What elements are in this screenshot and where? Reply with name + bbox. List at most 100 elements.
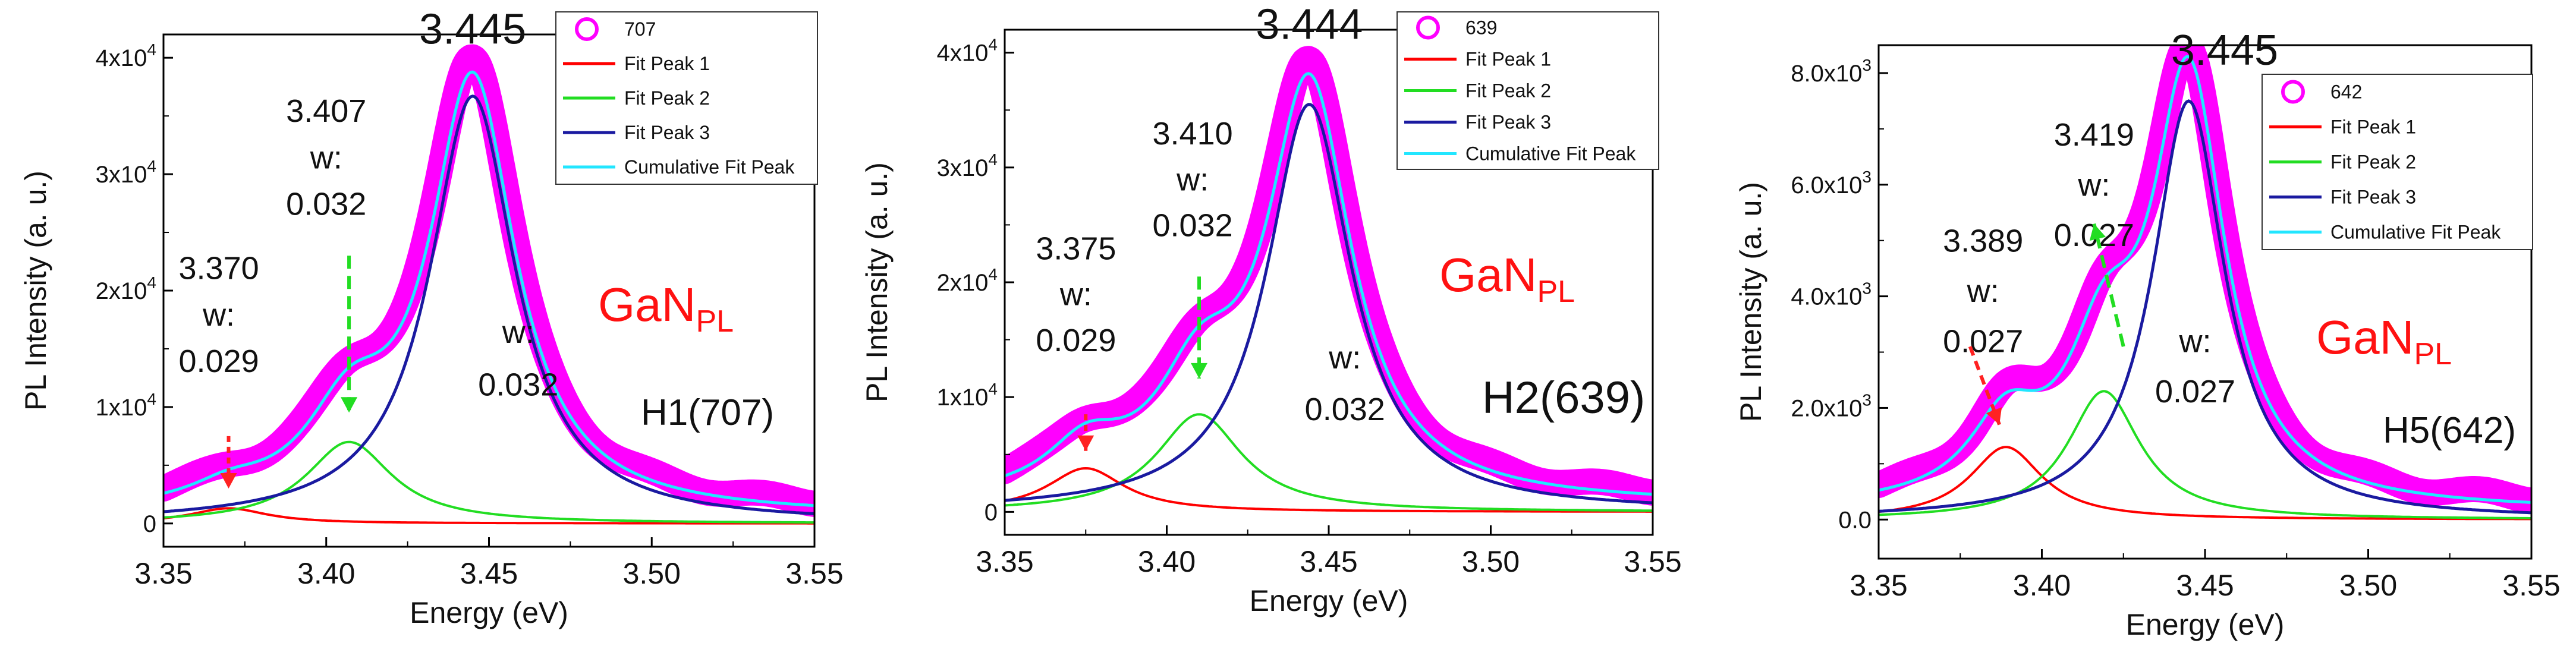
plot-area [163,44,814,525]
fit-peak-2-line [1879,390,2531,519]
legend-entry: Fit Peak 3 [1465,112,1551,133]
peak-annotation: 0.027 [1943,324,2023,360]
y-tick-exponent: 3 [1862,168,1872,186]
y-tick-label: 2.0x103 [1791,390,1872,421]
peak-annotation: 0.032 [478,367,558,402]
peak-annotation: 3.445 [2171,27,2278,74]
y-tick-base: 0.0 [1838,507,1872,533]
y-tick-label: 0 [985,499,998,525]
x-axis-label: Energy (eV) [410,596,568,629]
peak-annotation: w: [2077,168,2110,203]
y-tick-base: 2.0x10 [1791,395,1862,421]
peak-annotation: w: [310,140,342,175]
peak-annotation: 0.029 [1036,323,1116,358]
peak-annotation: 0.032 [1305,392,1385,427]
y-tick-label: 2x104 [96,273,156,304]
y-tick-base: 3x10 [937,155,989,181]
peak-annotation: 0.027 [2155,374,2235,409]
x-tick-label: 3.35 [976,545,1033,578]
peak-annotation: w: [1059,277,1092,313]
y-tick-label: 4.0x103 [1791,279,1872,310]
y-tick-exponent: 4 [147,157,156,175]
y-tick-exponent: 4 [147,390,156,408]
material-label-main: GaN [598,278,696,331]
y-tick-exponent: 3 [1862,390,1872,409]
x-tick-label: 3.40 [297,557,355,590]
fit-peak-3-line [1005,103,1653,505]
y-tick-exponent: 4 [988,380,998,398]
legend-entry: Fit Peak 3 [2330,187,2416,208]
peak2-arrow [2092,223,2125,347]
y-tick-label: 8.0x103 [1791,56,1872,87]
peak-annotation: w: [502,314,534,350]
y-axis-label: PL Intensity (a. u.) [860,162,894,402]
plot-area [1879,45,2531,521]
y-tick-base: 0 [985,499,998,525]
sample-label: H5(642) [2383,410,2516,451]
fit-peak-2-line [1005,413,1653,512]
peak1-arrowhead [1077,435,1094,451]
material-label: GaNPL [598,278,734,339]
x-tick-label: 3.55 [1624,545,1681,578]
legend-entry: Cumulative Fit Peak [2330,222,2501,243]
fit-peak-1-line [1879,446,2531,521]
x-axis-label: Energy (eV) [2126,608,2285,641]
x-tick-label: 3.55 [2502,569,2560,602]
x-tick-label: 3.35 [1850,569,1907,602]
peak-annotation: 3.407 [286,93,366,129]
y-tick-exponent: 3 [1862,56,1872,74]
material-label-sub: PL [2414,337,2452,371]
y-tick-base: 2x10 [937,270,989,296]
peak2-arrowhead [1191,363,1207,379]
y-tick-exponent: 4 [988,36,998,54]
y-tick-base: 1x10 [96,395,147,421]
y-tick-base: 8.0x10 [1791,61,1862,87]
legend-entry: Fit Peak 3 [624,122,710,143]
y-tick-exponent: 3 [1862,279,1872,298]
y-tick-base: 4x10 [937,40,989,67]
y-tick-label: 4x104 [937,36,998,67]
peak-annotation: w: [1328,340,1361,376]
plot-area [1005,46,1653,513]
peak2-arrowhead [341,397,358,413]
legend-entry: 642 [2330,81,2362,103]
material-label-main: GaN [2316,311,2414,364]
y-tick-label: 3x104 [96,157,156,188]
material-label: GaNPL [1439,248,1575,309]
legend-entry: Fit Peak 2 [2330,152,2416,173]
chart-panel-2: 3.35 3.40 3.45 3.50 3.5501x1042x1043x1044x10… [860,1,1682,617]
peak-annotation: 0.029 [179,343,259,379]
cumulative-fit-line [1005,72,1653,496]
chart-panel-3: 3.35 3.40 3.45 3.50 3.550.02.0x1034.0x1036.0… [1734,27,2561,641]
x-tick-label: 3.45 [2176,569,2234,602]
material-label: GaNPL [2316,311,2452,371]
sample-label: H2(639) [1482,373,1646,423]
sample-label: H1(707) [641,392,774,433]
y-tick-label: 4x104 [96,40,156,71]
legend-entry: 639 [1465,17,1497,39]
data-series-707 [163,44,814,517]
x-tick-label: 3.35 [134,557,192,590]
material-label-sub: PL [696,304,734,339]
fit-peak-1-line [1005,467,1653,513]
legend-entry: Cumulative Fit Peak [624,156,795,178]
peak-annotation: w: [1967,273,1999,309]
y-tick-label: 0.0 [1838,507,1872,533]
legend-entry: Fit Peak 2 [624,87,710,109]
peak-annotation: w: [2179,324,2212,360]
legend-entry: Fit Peak 2 [1465,80,1551,102]
material-label-main: GaN [1439,248,1537,301]
material-label-sub: PL [1537,275,1575,309]
peak-annotation: 3.375 [1036,231,1116,266]
y-axis-label: PL Intensity (a. u.) [19,171,52,411]
y-tick-exponent: 4 [147,273,156,292]
data-series-639 [1005,46,1653,506]
peak-annotation: 3.410 [1153,116,1233,152]
legend-marker-data [575,17,599,41]
fit-peak-3-line [163,94,814,515]
chart-panel-1: 3.35 3.40 3.45 3.50 3.5501x1042x1043x1044x10… [19,6,844,629]
x-tick-label: 3.45 [460,557,518,590]
y-tick-exponent: 4 [147,40,156,59]
peak1-arrowhead [1986,407,2002,425]
